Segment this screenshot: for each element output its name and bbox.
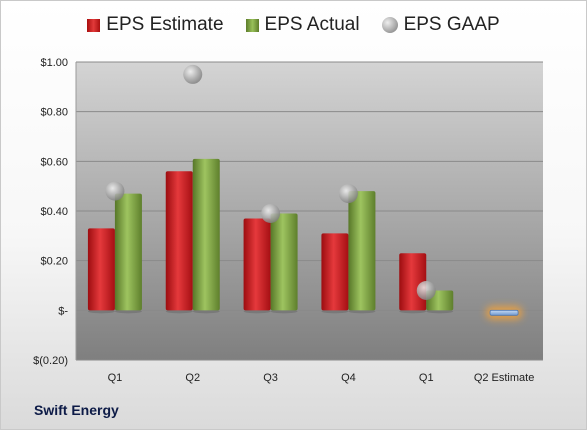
x-tick-label: Q4 <box>341 372 356 384</box>
y-tick-label: $0.60 <box>40 156 68 168</box>
actual-bar <box>348 191 376 311</box>
y-axis: $(0.20) $- $0.20 $0.40 $0.60 $0.80 $1.00 <box>33 57 77 367</box>
estimate-bar <box>87 228 115 311</box>
x-tick-label: Q1 <box>419 372 434 384</box>
x-axis: Q1 Q2 Q3 Q4 Q1 Q2 Estimate <box>108 372 535 384</box>
actual-bar <box>192 158 220 311</box>
y-tick-label: $(0.20) <box>33 355 68 367</box>
legend-item-estimate: EPS Estimate <box>87 14 224 36</box>
estimate-bar-shadow <box>165 309 193 314</box>
estimate-bar-shadow <box>399 309 427 314</box>
chart-legend: EPS Estimate EPS Actual EPS GAAP <box>0 14 587 36</box>
y-tick-label: $- <box>58 305 68 317</box>
x-tick-label: Q3 <box>263 372 278 384</box>
bars <box>87 158 523 320</box>
gaap-markers <box>105 64 436 300</box>
actual-bar <box>114 193 142 311</box>
legend-label-gaap: EPS GAAP <box>403 14 500 35</box>
gaap-marker <box>416 280 436 300</box>
legend-item-gaap: EPS GAAP <box>381 14 500 36</box>
estimate-bar <box>399 253 427 311</box>
y-tick-label: $0.40 <box>40 206 68 218</box>
gaap-marker <box>338 184 358 204</box>
forecast-bar <box>489 309 519 316</box>
legend-item-actual: EPS Actual <box>245 14 360 36</box>
company-name: Swift Energy <box>34 402 119 418</box>
legend-swatch-estimate <box>87 18 101 32</box>
x-tick-label: Q2 Estimate <box>474 372 535 384</box>
gaap-marker <box>105 181 125 201</box>
actual-bar <box>270 213 298 311</box>
estimate-bar-shadow <box>87 309 115 314</box>
actual-bar-shadow <box>348 309 376 314</box>
estimate-bar <box>165 171 193 311</box>
legend-swatch-actual <box>245 18 259 32</box>
estimate-bar-shadow <box>243 309 271 314</box>
legend-label-estimate: EPS Estimate <box>106 14 224 35</box>
y-tick-label: $0.80 <box>40 107 68 119</box>
legend-label-actual: EPS Actual <box>264 14 360 35</box>
y-tick-label: $1.00 <box>40 57 68 69</box>
estimate-bar <box>321 233 349 311</box>
gridlines <box>76 61 543 361</box>
estimate-bar <box>243 218 271 311</box>
gaap-marker <box>183 64 203 84</box>
x-tick-label: Q1 <box>108 372 123 384</box>
y-tick-label: $0.20 <box>40 256 68 268</box>
x-tick-label: Q2 <box>185 372 200 384</box>
gaap-marker <box>261 203 281 223</box>
legend-swatch-gaap <box>381 17 398 33</box>
